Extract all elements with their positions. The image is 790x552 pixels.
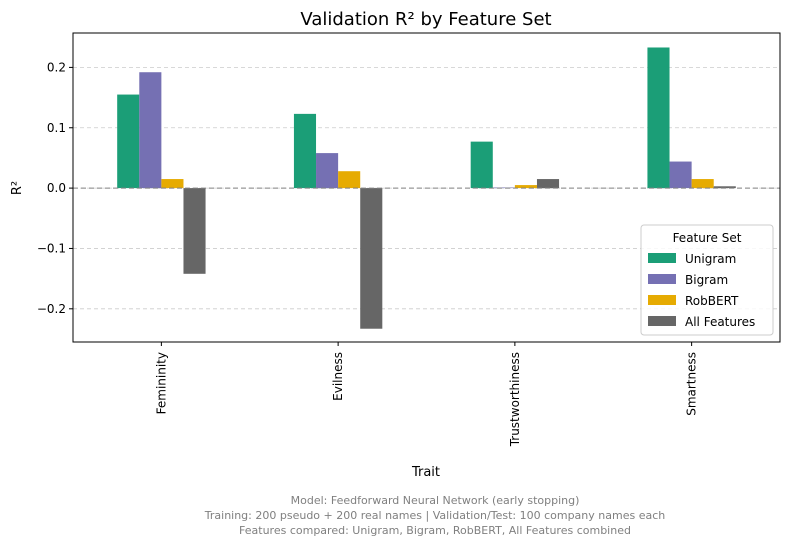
footnote-line-2: Training: 200 pseudo + 200 real names | … — [204, 509, 665, 522]
x-tick-label: Smartness — [685, 352, 699, 416]
bar — [669, 161, 692, 189]
footnote: Model: Feedforward Neural Network (early… — [204, 494, 665, 537]
y-tick-label: 0.1 — [47, 121, 66, 135]
x-tick-label: Evilness — [331, 352, 345, 401]
bar — [470, 141, 493, 189]
bar — [647, 47, 670, 189]
x-axis: Femininity Evilness Trustworthiness Smartne… — [154, 342, 699, 447]
chart-title: Validation R² by Feature Set — [300, 9, 551, 30]
bar — [536, 179, 560, 189]
legend-label: Bigram — [685, 273, 728, 287]
x-tick-label: Trustworthiness — [508, 352, 522, 447]
y-tick-label: 0.0 — [47, 181, 66, 195]
y-tick-label: −0.2 — [37, 302, 66, 316]
y-tick-label: −0.1 — [37, 241, 66, 255]
bar — [691, 179, 714, 189]
legend-label: All Features — [685, 315, 755, 329]
legend-label: Unigram — [685, 252, 736, 266]
legend-box — [640, 224, 774, 336]
legend-swatch — [648, 274, 676, 284]
bar — [360, 188, 383, 329]
bar — [492, 187, 515, 189]
y-tick-label: 0.2 — [47, 60, 66, 74]
y-axis-label: R² — [10, 181, 25, 195]
bars — [117, 47, 736, 329]
legend-swatch — [648, 253, 676, 263]
bar — [514, 185, 537, 189]
bar — [316, 153, 339, 189]
bar — [183, 188, 206, 274]
legend-title: Feature Set — [673, 231, 742, 245]
legend-label: RobBERT — [685, 294, 739, 308]
x-axis-label: Trait — [411, 465, 440, 480]
bar — [139, 72, 162, 189]
plot-frame — [72, 32, 781, 343]
legend-swatch — [648, 316, 676, 326]
y-axis: 0.2 0.1 0.0 −0.1 −0.2 — [37, 60, 73, 316]
bar — [117, 94, 140, 189]
bar — [713, 186, 736, 189]
legend-swatch — [648, 295, 676, 305]
legend: Feature Set Unigram Bigram RobBERT All Featu… — [640, 224, 774, 336]
footnote-line-1: Model: Feedforward Neural Network (early… — [291, 494, 580, 507]
bar — [161, 179, 184, 189]
footnote-line-3: Features compared: Unigram, Bigram, RobB… — [239, 524, 631, 537]
bar — [293, 113, 317, 189]
bar — [338, 171, 361, 189]
x-tick-label: Femininity — [154, 352, 168, 414]
